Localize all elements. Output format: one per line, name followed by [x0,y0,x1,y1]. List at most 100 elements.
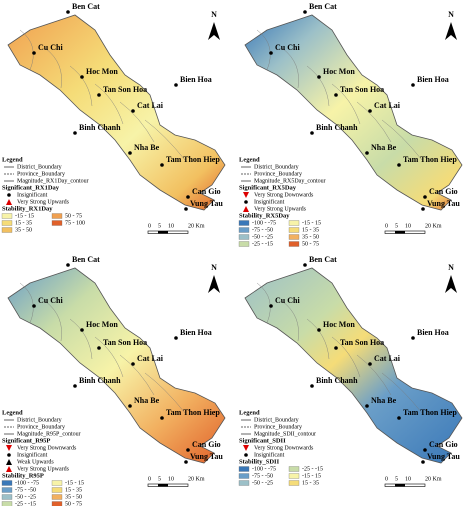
place-dot [186,448,190,452]
sig-symbol [243,192,249,198]
place-label: Nha Be [134,396,160,405]
map-panel: Ben Cat Cu Chi Hoc Mon Tan Son Hoa Bien Hoa C… [238,255,463,487]
contour [331,83,361,125]
stability-swatch [238,480,250,486]
contour [381,119,423,161]
place-label: Vung Tau [427,199,460,208]
place-dot [97,93,101,97]
scale-label: 5 [395,476,398,482]
north-label: N [448,10,454,19]
north-label: N [211,10,217,19]
place-label: Ben Cat [72,255,100,264]
legend-item: Insignificant [17,191,48,198]
place-dot [397,163,401,167]
legend-item: -50 - -25 [252,234,273,240]
scale-label: 10 [168,476,174,482]
contour [281,300,299,342]
place-dot [73,131,77,135]
place-dot [368,109,372,113]
legend-item: 50 - 75 [65,213,82,219]
place-dot [269,304,273,308]
legend-title: Legend [2,156,23,163]
sig-symbol [6,466,12,472]
place-dot [160,163,164,167]
north-label: N [211,263,217,272]
place-label: Ben Cat [309,255,337,264]
place-dot [128,404,132,408]
place-dot [423,195,427,199]
place-dot [365,151,369,155]
legend-item: -15 - 15 [302,220,321,226]
place-dot [365,404,369,408]
legend-item: -50 - -25 [15,494,36,500]
place-label: Cat Lai [374,354,401,363]
stability-swatch [51,213,63,219]
scale-label: 20 Km [425,476,442,482]
north-label: N [448,263,454,272]
scale-label: 5 [158,223,161,229]
legend-item: 15 - 35 [302,480,319,486]
place-dot [368,362,372,366]
contour [356,101,392,143]
stability-swatch [288,466,300,472]
stability-swatch [51,220,63,226]
stability-swatch [238,227,250,233]
contour [306,65,330,107]
place-dot [32,51,36,55]
place-label: Tam Thon Hiep [166,408,220,417]
legend-item: -75 - -50 [252,227,273,233]
legend-item: 35 - 50 [302,234,319,240]
legend-item: -75 - -50 [252,473,273,479]
place-dot [421,207,425,211]
legend-item: Province_Boundary [254,424,302,430]
contour [256,282,271,324]
significant-title: Significant_RX5Day [239,184,297,191]
legend-item: District_Boundary [254,164,299,170]
stability-swatch [51,480,63,486]
scale-label: 20 Km [425,223,442,229]
place-label: Tam Thon Hiep [166,155,220,164]
stability-swatch [1,213,13,219]
place-label: Tan Son Hoa [103,338,147,347]
stability-swatch [51,487,63,493]
legend-item: 50 - 75 [302,241,319,247]
legend-item: 15 - 35 [65,487,82,493]
legend-item: District_Boundary [254,417,299,423]
region [7,267,226,464]
north-arrow [445,275,457,293]
scale-label: 10 [168,223,174,229]
place-dot [303,10,307,14]
place-dot [66,10,70,14]
contour [94,336,124,378]
place-dot [334,93,338,97]
place-label: Tan Son Hoa [340,338,384,347]
scale-bar [395,484,405,487]
stability-swatch [51,494,63,500]
place-label: Cu Chi [38,296,63,305]
stability-swatch [288,480,300,486]
place-dot [80,75,84,79]
legend-item: Weak Upwards [17,459,54,465]
scale-label: 10 [405,223,411,229]
place-label: Vung Tau [427,452,460,461]
contour [69,318,93,360]
scale-bar [158,484,168,487]
place-dot [160,416,164,420]
region [244,267,463,464]
legend-item: Province_Boundary [17,171,65,177]
stability-swatch [288,241,300,247]
contour [44,300,62,342]
stability-swatch [288,227,300,233]
north-arrow [445,22,457,40]
stability-title: Stability_RX1Day [2,205,53,212]
stability-swatch [1,494,13,500]
place-dot [128,151,132,155]
legend-item: 35 - 50 [65,494,82,500]
stability-swatch [1,501,13,507]
scale-label: 0 [385,476,388,482]
legend-item: -15 - 15 [65,480,84,486]
legend-title: Legend [239,156,260,163]
place-label: Tam Thon Hiep [403,408,457,417]
scale-label: 5 [395,223,398,229]
stability-swatch [238,466,250,472]
